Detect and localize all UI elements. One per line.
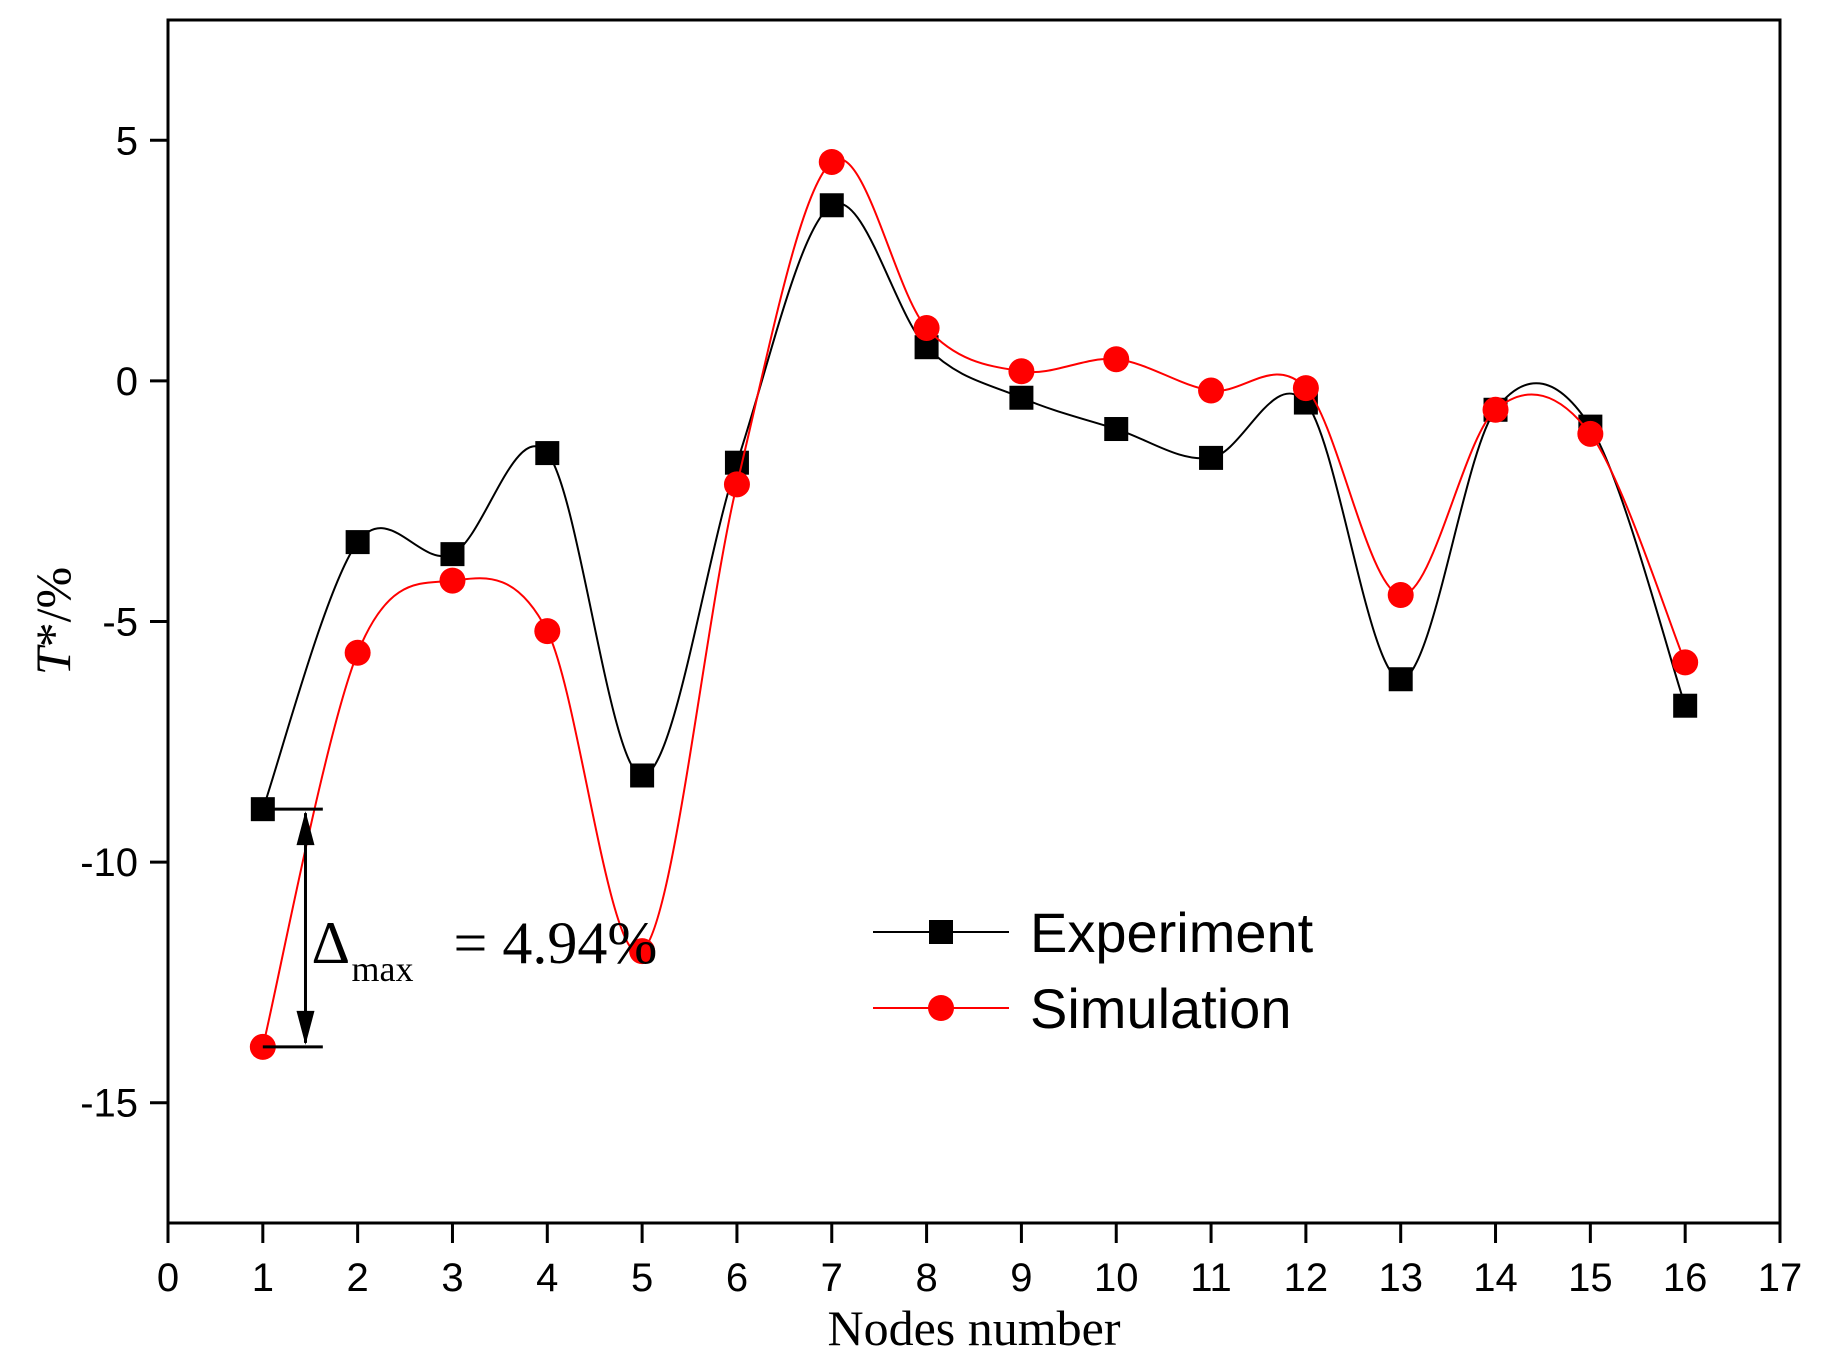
y-axis-title-rest: */% xyxy=(25,567,81,648)
experiment-data-point xyxy=(1673,693,1698,718)
delta-symbol: Δ xyxy=(311,910,350,976)
y-axis-title: T*/% xyxy=(25,567,81,675)
simulation-data-point xyxy=(1008,358,1035,385)
x-tick-label: 10 xyxy=(1094,1256,1139,1300)
experiment-data-point xyxy=(819,193,844,218)
x-tick-label: 14 xyxy=(1473,1256,1518,1300)
x-tick-label: 13 xyxy=(1378,1256,1423,1300)
y-axis-title-italic: T xyxy=(25,644,81,675)
simulation-data-point xyxy=(723,471,750,498)
series-layer xyxy=(249,148,1699,1060)
x-axis-title: Nodes number xyxy=(828,1300,1121,1356)
simulation-data-point xyxy=(1103,346,1130,373)
delta-arrow-head-up xyxy=(296,811,315,846)
x-tick-label: 1 xyxy=(252,1256,274,1300)
x-tick-label: 15 xyxy=(1568,1256,1613,1300)
experiment-data-point xyxy=(724,450,749,475)
delta-arrow-head-down xyxy=(296,1010,315,1045)
y-tick-label: -10 xyxy=(80,841,138,885)
experiment-data-point xyxy=(440,542,465,567)
x-tick-label: 2 xyxy=(347,1256,369,1300)
simulation-data-point xyxy=(534,618,561,645)
delta-value: = 4.94% xyxy=(453,910,657,976)
x-tick-label: 11 xyxy=(1190,1256,1232,1300)
experiment-series-line xyxy=(261,202,1687,810)
simulation-data-point xyxy=(629,938,656,965)
x-tick-label: 0 xyxy=(157,1256,179,1300)
simulation-data-point xyxy=(439,567,466,594)
y-tick-label: -5 xyxy=(102,601,138,645)
y-axis-ticks: 5 0 -5 -10 -15 xyxy=(80,119,168,1126)
simulation-data-point xyxy=(344,639,371,666)
plot-frame xyxy=(166,18,1782,1225)
experiment-data-point xyxy=(1104,417,1129,442)
x-tick-label: 17 xyxy=(1758,1256,1803,1300)
simulation-data-point xyxy=(913,314,940,341)
experiment-data-point xyxy=(1388,667,1413,692)
y-tick-label: 5 xyxy=(116,119,138,163)
x-tick-label: 6 xyxy=(726,1256,748,1300)
simulation-data-point xyxy=(1387,582,1414,609)
x-tick-label: 16 xyxy=(1663,1256,1708,1300)
experiment-data-point xyxy=(630,763,655,788)
experiment-data-point xyxy=(1009,385,1034,410)
x-tick-label: 9 xyxy=(1010,1256,1032,1300)
simulation-data-point xyxy=(1482,396,1509,423)
x-tick-label: 4 xyxy=(536,1256,558,1300)
x-tick-label: 12 xyxy=(1284,1256,1329,1300)
experiment-data-point xyxy=(345,530,370,555)
simulation-data-point xyxy=(1672,649,1699,676)
x-tick-label: 3 xyxy=(441,1256,463,1300)
simulation-data-point xyxy=(1292,375,1319,402)
x-tick-label: 7 xyxy=(821,1256,843,1300)
x-tick-label: 8 xyxy=(915,1256,937,1300)
simulation-data-point xyxy=(1198,377,1225,404)
experiment-data-point xyxy=(1199,445,1224,470)
delta-subscript: max xyxy=(351,949,413,989)
experiment-data-point xyxy=(535,441,560,466)
x-axis-ticks: 0 1 2 3 4 5 6 7 8 9 10 11 12 13 14 15 16 17 xyxy=(157,1223,1802,1300)
legend-marker-experiment xyxy=(929,920,953,944)
y-tick-label: -15 xyxy=(80,1082,138,1126)
simulation-series-line xyxy=(261,158,1687,1048)
legend-label-experiment: Experiment xyxy=(1030,901,1314,964)
legend: Experiment Simulation xyxy=(873,901,1314,1040)
legend-marker-simulation xyxy=(928,995,954,1021)
simulation-data-point xyxy=(1577,420,1604,447)
x-tick-label: 5 xyxy=(631,1256,653,1300)
y-tick-label: 0 xyxy=(116,360,138,404)
legend-label-simulation: Simulation xyxy=(1030,977,1291,1040)
simulation-data-point xyxy=(818,148,845,175)
